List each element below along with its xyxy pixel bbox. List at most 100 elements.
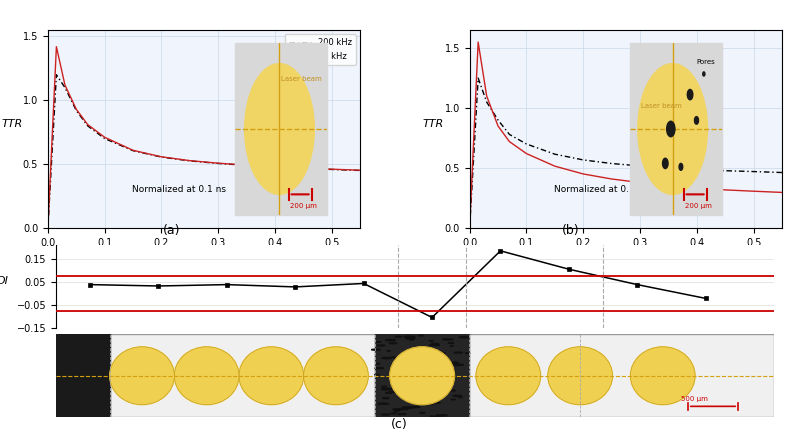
Circle shape [376, 341, 381, 342]
200 kHz [355, 168, 365, 173]
Circle shape [454, 352, 463, 353]
X-axis label: Time (ns): Time (ns) [181, 253, 227, 263]
25 kHz [271, 164, 280, 169]
Circle shape [389, 343, 397, 344]
Ellipse shape [547, 347, 612, 405]
25 kHz [156, 154, 166, 160]
Circle shape [385, 340, 396, 341]
Ellipse shape [630, 347, 695, 405]
200 kHz [52, 72, 61, 77]
Circle shape [433, 391, 441, 392]
Circle shape [394, 410, 400, 411]
Circle shape [662, 158, 668, 169]
Circle shape [372, 349, 381, 350]
Y-axis label: TTR: TTR [1, 119, 22, 129]
Circle shape [244, 64, 314, 194]
Text: (b): (b) [562, 224, 579, 237]
Circle shape [406, 338, 415, 339]
25 kHz [128, 148, 138, 153]
200 kHz [214, 161, 223, 166]
200 kHz [156, 154, 166, 160]
Bar [375, 335, 468, 417]
200 kHz [242, 163, 251, 168]
25 kHz [43, 225, 53, 230]
Circle shape [393, 409, 403, 410]
Ellipse shape [303, 347, 368, 405]
Circle shape [394, 358, 399, 359]
Circle shape [398, 414, 406, 415]
Circle shape [666, 121, 675, 137]
Circle shape [400, 408, 409, 409]
25 kHz [100, 135, 109, 140]
Text: Laser beam: Laser beam [642, 103, 682, 109]
Circle shape [421, 382, 425, 383]
Text: 500 μm: 500 μm [681, 396, 708, 402]
200 kHz [298, 166, 308, 171]
Circle shape [430, 416, 434, 417]
Circle shape [407, 394, 417, 395]
Circle shape [435, 416, 440, 417]
Legend: 200 kHz, 25 kHz: 200 kHz, 25 kHz [285, 34, 356, 65]
25 kHz [327, 166, 337, 172]
Line: 25 kHz: 25 kHz [48, 47, 360, 228]
200 kHz [72, 108, 81, 113]
Ellipse shape [239, 347, 303, 405]
Circle shape [448, 371, 456, 372]
Circle shape [401, 355, 410, 356]
25 kHz [214, 161, 223, 166]
Text: Normalized at 0.1 ns: Normalized at 0.1 ns [132, 185, 226, 194]
Circle shape [451, 399, 456, 400]
Circle shape [638, 64, 708, 194]
Circle shape [404, 407, 414, 408]
200 kHz [271, 164, 280, 169]
25 kHz [83, 122, 93, 127]
Circle shape [391, 357, 397, 358]
Circle shape [453, 395, 462, 396]
Circle shape [419, 369, 426, 370]
Circle shape [416, 352, 421, 353]
Circle shape [454, 364, 464, 366]
Circle shape [420, 412, 425, 413]
200 kHz [327, 167, 337, 172]
Line: 200 kHz: 200 kHz [48, 75, 360, 228]
Circle shape [694, 117, 698, 124]
Circle shape [394, 383, 404, 384]
200 kHz [128, 148, 138, 153]
Circle shape [679, 163, 683, 170]
Circle shape [429, 344, 440, 346]
200 kHz [100, 136, 109, 141]
25 kHz [185, 158, 195, 163]
Circle shape [405, 393, 413, 394]
Circle shape [375, 368, 384, 369]
Circle shape [459, 337, 469, 338]
Circle shape [378, 403, 389, 404]
Bar [56, 335, 109, 417]
Circle shape [436, 415, 447, 416]
Circle shape [456, 364, 462, 365]
Circle shape [429, 404, 433, 405]
Circle shape [432, 343, 438, 344]
Circle shape [381, 414, 389, 415]
25 kHz [242, 163, 251, 168]
25 kHz [72, 107, 81, 112]
200 kHz [43, 225, 53, 230]
Text: 200 μm: 200 μm [290, 203, 318, 209]
Text: Pores: Pores [697, 58, 715, 64]
25 kHz [60, 83, 69, 88]
Circle shape [421, 401, 433, 402]
Ellipse shape [109, 347, 174, 405]
Circle shape [391, 413, 397, 414]
Circle shape [395, 336, 401, 337]
Text: 200 μm: 200 μm [685, 203, 713, 209]
Circle shape [451, 390, 456, 391]
200 kHz [185, 158, 195, 163]
Circle shape [403, 356, 413, 358]
Circle shape [376, 363, 380, 364]
Y-axis label: DI: DI [0, 276, 9, 286]
Circle shape [404, 336, 415, 338]
Circle shape [400, 390, 409, 391]
Text: Laser beam: Laser beam [281, 76, 322, 82]
Circle shape [439, 386, 448, 387]
Circle shape [409, 339, 413, 340]
Circle shape [402, 407, 413, 408]
